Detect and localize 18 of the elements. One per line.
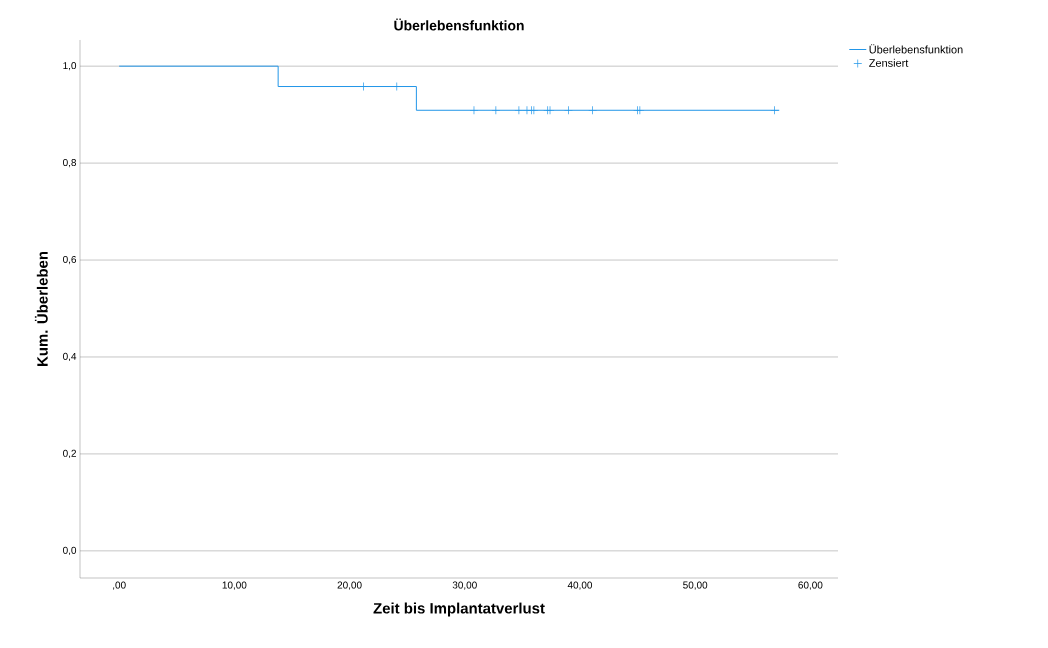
x-tick-label: 30,00	[452, 581, 477, 590]
x-tick-label: 20,00	[337, 581, 362, 590]
x-axis-title: Zeit bis Implantatverlust	[373, 602, 545, 617]
y-axis-title: Kum. Überleben	[34, 251, 48, 366]
y-tick-label: 0,8	[63, 158, 77, 168]
y-tick-label: 1,0	[63, 62, 77, 71]
legend-label: Überlebensfunktion	[869, 44, 963, 54]
x-tick-label: 40,00	[567, 581, 593, 590]
y-tick-label: 0,4	[63, 352, 77, 362]
x-tick-label: 60,00	[798, 581, 823, 590]
x-tick-label: 50,00	[683, 581, 708, 590]
y-tick-label: 0,2	[63, 449, 76, 459]
x-tick-label: 10,00	[222, 581, 247, 590]
x-tick-label: ,00	[113, 581, 126, 590]
chart-title: Überlebensfunktion	[394, 18, 524, 31]
legend-label: Zensiert	[869, 58, 909, 67]
y-tick-label: 0,6	[63, 255, 77, 265]
y-tick-label: 0,0	[63, 546, 77, 555]
